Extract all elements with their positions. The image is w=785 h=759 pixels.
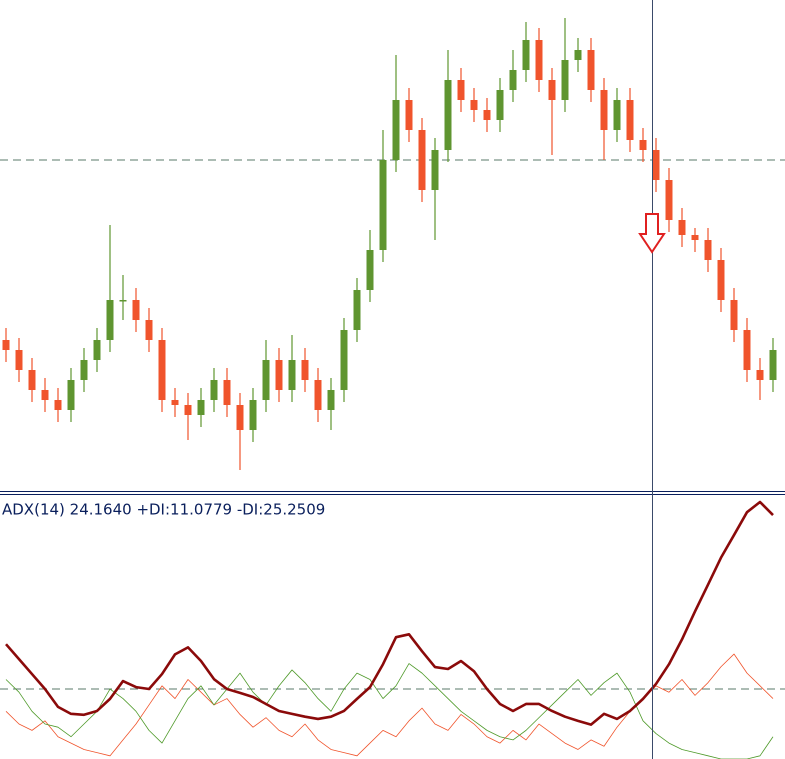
indicator-line [5,663,774,759]
candle-body [210,380,218,400]
candle-body [678,220,686,235]
candle-body [340,330,348,390]
candle-body [145,320,153,340]
candle-body [262,360,270,400]
candle-body [158,340,166,400]
candle-body [405,100,413,130]
candle-body [106,300,114,340]
candle-body [574,50,582,60]
indicator-label: ADX(14) 24.1640 +DI:11.0779 -DI:25.2509 [2,501,325,519]
candle-body [93,340,101,360]
candle-body [743,330,751,370]
candle-body [418,130,426,190]
candle-body [223,380,231,405]
candle-body [626,100,634,140]
candle-body [639,140,647,150]
candle-body [67,380,75,410]
candle-body [236,405,244,430]
candle-body [652,150,660,180]
candle-body [288,360,296,390]
candle-body [769,350,777,380]
candle-body [366,250,374,290]
candle-body [561,60,569,100]
candle-body [730,300,738,330]
candle-body [301,360,309,380]
candle-body [613,100,621,130]
candle-body [392,100,400,160]
candle-body [119,300,127,302]
candle-body [379,160,387,250]
candle-body [28,370,36,390]
candle-body [197,400,205,415]
candle-body [275,360,283,390]
candle-body [314,380,322,410]
candle-body [184,405,192,415]
candle-body [756,370,764,380]
candle-body [691,235,699,240]
candle-body [665,180,673,220]
candle-body [15,350,23,370]
candle-body [80,360,88,380]
candle-body [54,400,62,410]
candle-body [41,390,49,400]
candle-body [600,90,608,130]
candle-body [171,400,179,405]
indicator-line [5,500,774,726]
candle-body [327,390,335,410]
candle-body [509,70,517,90]
sell-arrow [638,213,666,254]
candle-body [470,100,478,110]
candle-body [431,150,439,190]
candle-body [132,300,140,320]
candle-body [444,80,452,150]
candle-body [717,260,725,300]
candle-body [535,40,543,80]
candle-body [548,80,556,100]
candle-body [2,340,10,350]
candle-body [704,240,712,260]
candle-body [249,400,257,430]
candle-body [483,110,491,120]
candle-body [353,290,361,330]
candle-body [496,90,504,120]
candle-body [587,50,595,90]
candle-body [522,40,530,70]
candle-body [457,80,465,100]
